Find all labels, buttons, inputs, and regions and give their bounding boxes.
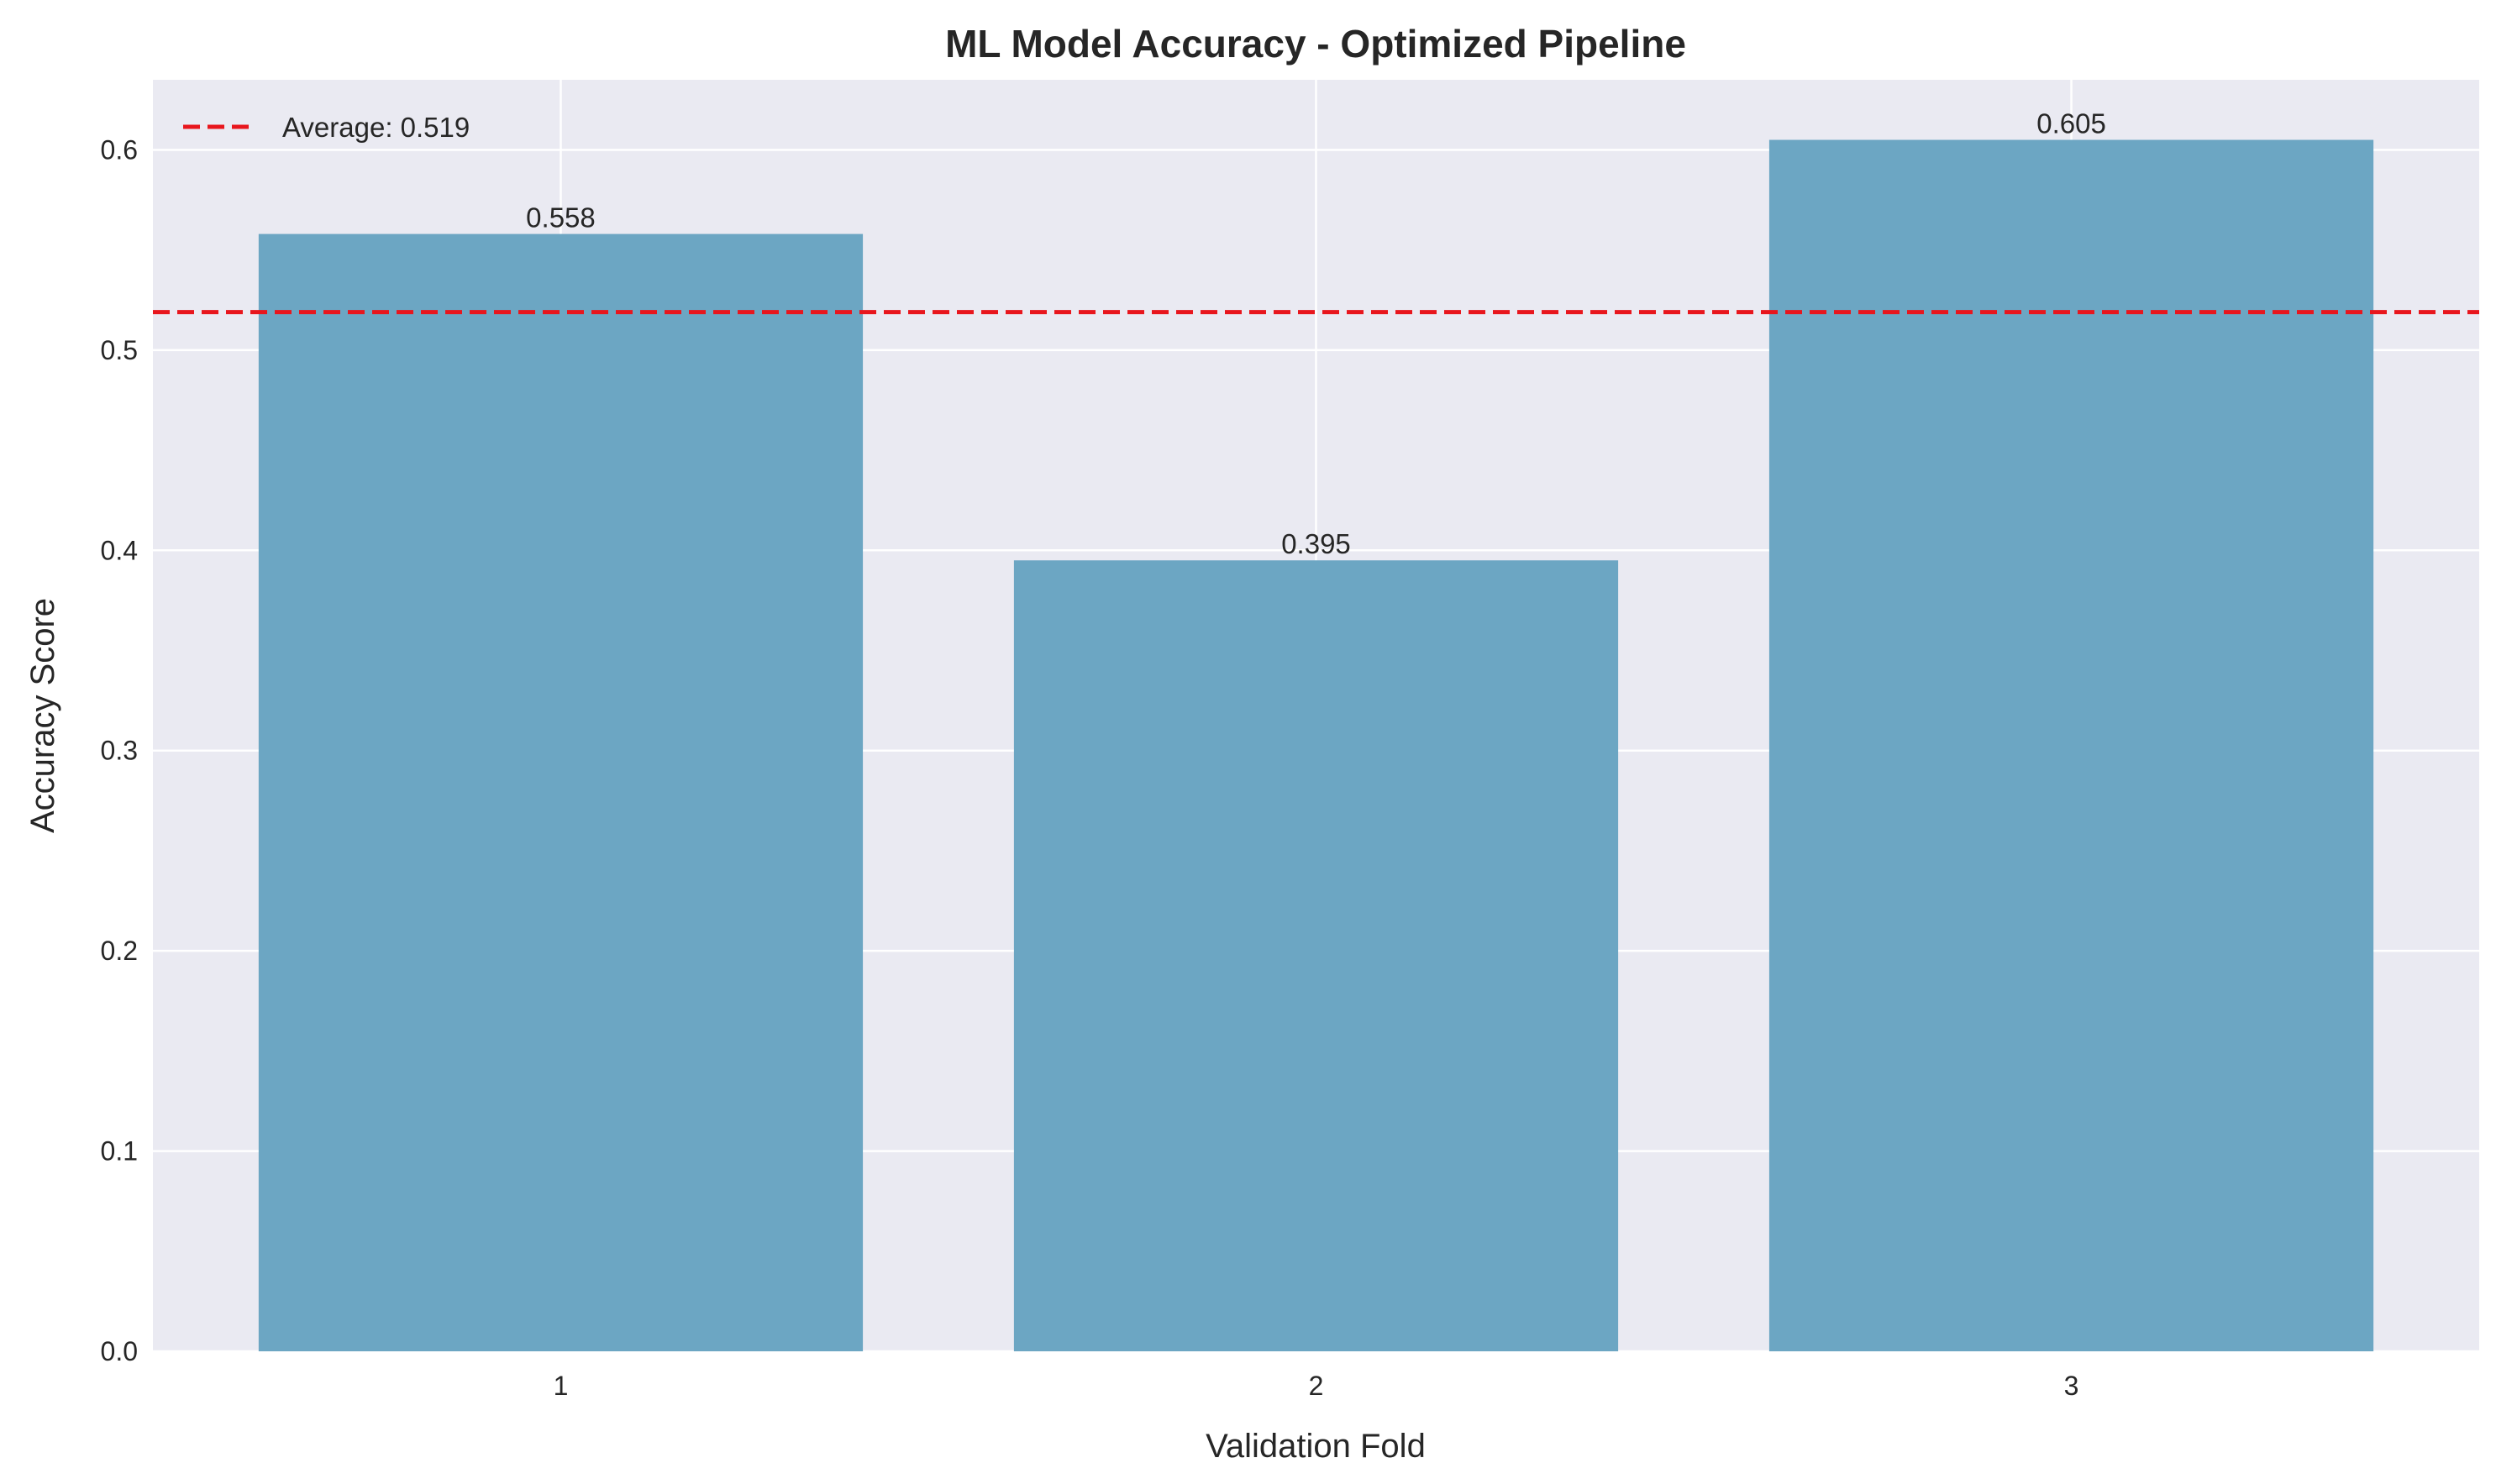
y-tick-label: 0.5 [101,335,138,365]
bar [1013,560,1619,1351]
legend: Average: 0.519 [183,112,470,143]
bar [258,233,864,1351]
y-tick-label: 0.1 [101,1136,138,1167]
bar-value-label: 0.558 [526,202,596,233]
chart-title: ML Model Accuracy - Optimized Pipeline [945,22,1686,66]
y-tick-labels: 0.0 0.1 0.2 0.3 0.4 0.5 0.6 [101,134,138,1366]
y-tick-label: 0.3 [101,736,138,766]
x-axis-label: Validation Fold [1206,1428,1426,1465]
y-tick-label: 0.2 [101,936,138,966]
bar-value-label: 0.395 [1281,528,1351,559]
x-tick-labels: 1 2 3 [554,1371,2079,1401]
x-tick-label: 3 [2064,1371,2079,1401]
legend-label-average: Average: 0.519 [282,112,470,143]
y-tick-label: 0.4 [101,535,138,565]
y-tick-label: 0.6 [101,134,138,165]
y-tick-label: 0.0 [101,1336,138,1366]
x-tick-label: 2 [1309,1371,1324,1401]
x-tick-label: 1 [554,1371,569,1401]
bar-value-labels: 0.558 0.395 0.605 [526,108,2106,560]
bar [1768,139,2374,1351]
y-axis-label: Accuracy Score [24,598,61,833]
bar-value-label: 0.605 [2036,108,2106,139]
bars [258,139,2374,1351]
